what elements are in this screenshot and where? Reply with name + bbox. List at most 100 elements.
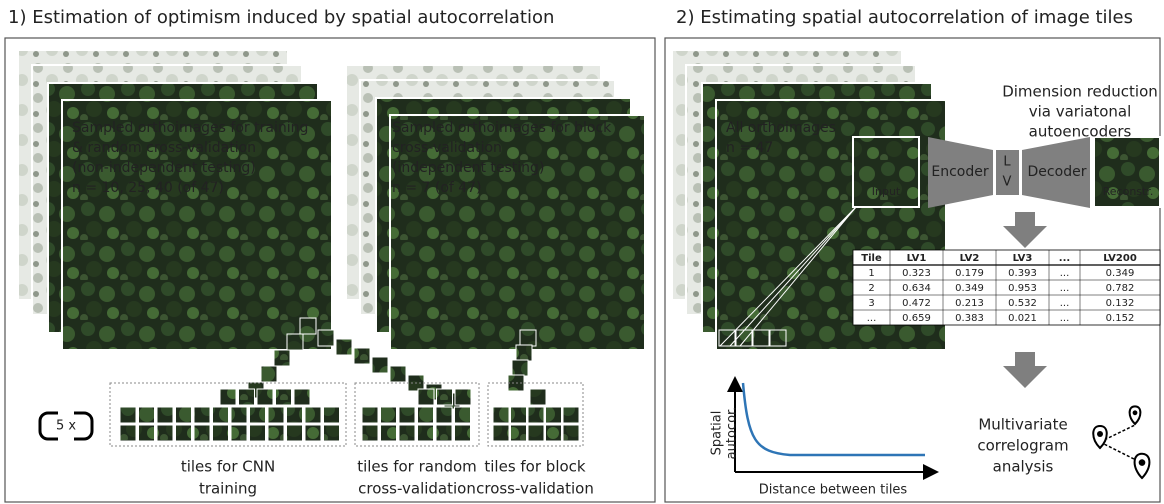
tile bbox=[752, 329, 770, 347]
orthoimage bbox=[389, 114, 646, 351]
tile bbox=[454, 388, 472, 406]
table-cell: 0.393 bbox=[1008, 268, 1037, 279]
tile bbox=[156, 424, 174, 442]
tile bbox=[212, 424, 229, 442]
tile bbox=[249, 424, 266, 442]
tile bbox=[361, 424, 379, 442]
table-header: ... bbox=[1059, 253, 1070, 264]
tile bbox=[286, 406, 303, 424]
tile bbox=[156, 406, 174, 424]
panel-frame bbox=[4, 37, 656, 503]
tile bbox=[769, 329, 787, 347]
vae-output: Reconstr. bbox=[1103, 185, 1154, 198]
tile bbox=[353, 347, 371, 365]
table-cell: 0.213 bbox=[955, 298, 984, 309]
tile bbox=[256, 388, 274, 406]
zoom-line bbox=[729, 206, 857, 347]
tile bbox=[230, 406, 248, 424]
latent-label: L bbox=[1003, 155, 1011, 170]
stack-caption: n = 10, 25, 40 (of 47) bbox=[72, 180, 224, 196]
table-header: LV200 bbox=[1103, 253, 1137, 264]
tile bbox=[435, 406, 453, 424]
stack-caption: Sampled orthoimages for block bbox=[392, 120, 612, 136]
stack-caption: All orthoimages bbox=[726, 120, 836, 136]
tile bbox=[545, 406, 562, 424]
stack-caption: (independent testing) bbox=[392, 160, 544, 176]
encoder bbox=[928, 137, 993, 208]
tile bbox=[389, 365, 407, 383]
table-cell: 0.323 bbox=[902, 268, 931, 279]
tile bbox=[398, 406, 416, 424]
table-cell: 0.349 bbox=[955, 283, 984, 294]
analysis-label: correlogram bbox=[977, 437, 1068, 455]
latent-label: V bbox=[1003, 175, 1012, 190]
table-cell: 0.782 bbox=[1106, 283, 1135, 294]
tile-group-label: training bbox=[199, 480, 257, 498]
tile-group-box bbox=[354, 382, 480, 447]
tile bbox=[267, 424, 285, 442]
orthoimage bbox=[61, 99, 333, 351]
tile-group-label: tiles for CNN bbox=[181, 458, 275, 476]
stack-caption: (non-independent testing) bbox=[72, 160, 256, 176]
table-cell: 0.179 bbox=[955, 268, 984, 279]
tile bbox=[193, 424, 211, 442]
tile bbox=[293, 388, 311, 406]
tile-group-label: tiles for random bbox=[357, 458, 477, 476]
arrow bbox=[1003, 212, 1047, 248]
tile-group-box bbox=[109, 382, 347, 447]
table-cell: 0.021 bbox=[1008, 313, 1037, 324]
latent bbox=[996, 150, 1019, 195]
tile bbox=[335, 338, 353, 356]
tile bbox=[323, 424, 340, 442]
map-pin-dot bbox=[1138, 459, 1146, 466]
table-header: LV1 bbox=[907, 253, 927, 264]
tile bbox=[138, 406, 155, 424]
table-frame bbox=[852, 249, 1161, 326]
tile bbox=[436, 388, 453, 406]
stack-caption: n = 7 (of 47) bbox=[392, 180, 482, 196]
tile bbox=[260, 365, 278, 383]
vae-caption: Dimension reduction bbox=[1002, 83, 1158, 101]
stack-caption: n = 47 bbox=[726, 140, 773, 156]
tile bbox=[417, 406, 434, 424]
tile bbox=[454, 406, 471, 424]
tile-group-label: cross-validation bbox=[358, 480, 476, 498]
table-cell: 0.349 bbox=[1106, 268, 1135, 279]
tile bbox=[371, 356, 389, 374]
tile bbox=[529, 388, 547, 406]
tile bbox=[562, 424, 580, 442]
tile bbox=[545, 424, 562, 442]
tile bbox=[454, 424, 471, 442]
vae-image bbox=[1093, 136, 1161, 208]
tile bbox=[562, 406, 580, 424]
tile bbox=[299, 317, 317, 335]
table-cell: ... bbox=[867, 313, 877, 324]
tile bbox=[219, 388, 237, 406]
tile bbox=[510, 406, 527, 424]
tile bbox=[510, 424, 527, 442]
table-cell: 0.472 bbox=[902, 298, 931, 309]
table-header: Tile bbox=[861, 253, 882, 264]
map-pin bbox=[1128, 405, 1142, 426]
panel-title: 1) Estimation of optimism induced by spa… bbox=[8, 7, 554, 28]
tile bbox=[193, 406, 211, 424]
tile bbox=[417, 388, 435, 406]
repeat-label: 5 x bbox=[56, 419, 76, 434]
repeat-gap bbox=[58, 408, 74, 444]
table-cell: 0.953 bbox=[1008, 283, 1037, 294]
panel-title: 2) Estimating spatial autocorrelation of… bbox=[676, 7, 1133, 28]
tile bbox=[286, 424, 303, 442]
table-header: LV3 bbox=[1013, 253, 1033, 264]
tile bbox=[519, 329, 537, 347]
tile bbox=[273, 349, 291, 367]
table-cell: 0.532 bbox=[1008, 298, 1037, 309]
table-cell: 0.152 bbox=[1106, 313, 1135, 324]
tile bbox=[119, 424, 137, 442]
tile bbox=[515, 344, 533, 362]
tile bbox=[435, 424, 453, 442]
y-axis-label: autocor. bbox=[725, 407, 740, 460]
tile bbox=[304, 424, 322, 442]
table-cell: ... bbox=[1060, 268, 1070, 279]
tile bbox=[238, 388, 255, 406]
analysis-label: analysis bbox=[993, 458, 1054, 476]
